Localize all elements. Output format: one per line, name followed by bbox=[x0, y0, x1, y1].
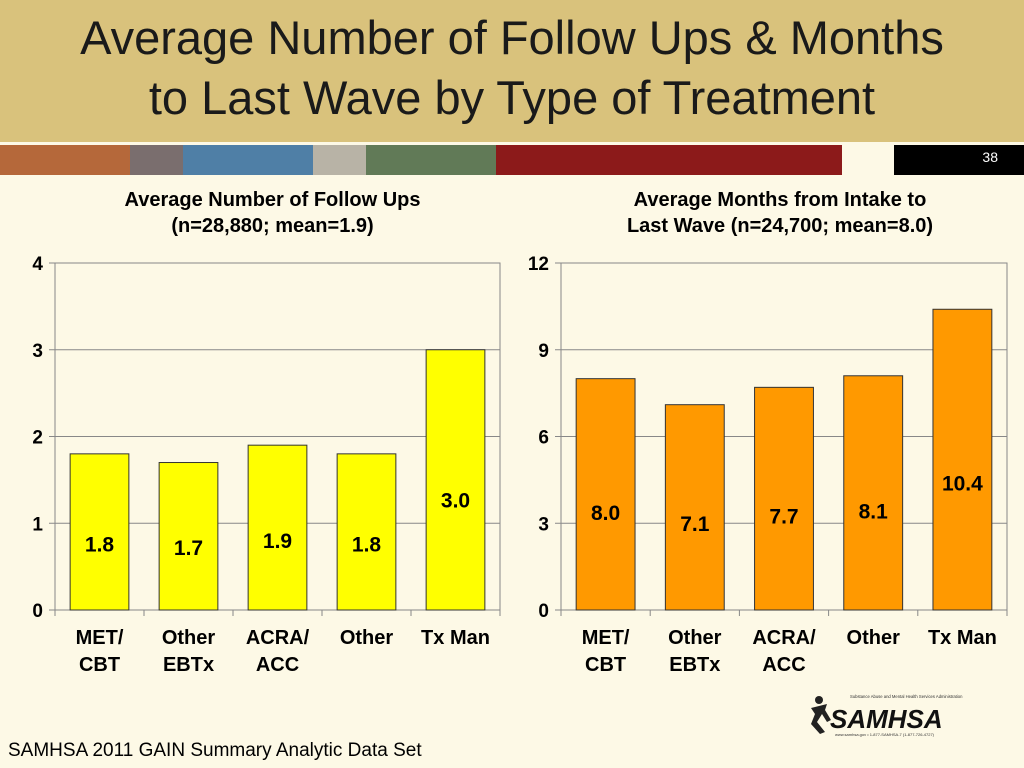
x-category-label: ACRA/ bbox=[752, 627, 816, 649]
data-label: 1.9 bbox=[263, 530, 292, 553]
slide-title-line2: to Last Wave by Type of Treatment bbox=[148, 71, 876, 124]
stripe-segment bbox=[366, 145, 496, 175]
x-category-label: EBTx bbox=[669, 654, 720, 676]
bar bbox=[425, 349, 486, 611]
y-tick-label: 12 bbox=[528, 254, 549, 275]
x-category-label: MET/ bbox=[76, 627, 124, 649]
y-tick-label: 0 bbox=[32, 601, 43, 622]
bar bbox=[754, 386, 814, 611]
bar bbox=[247, 444, 308, 611]
samhsa-logo: Substance Abuse and Mental Health Servic… bbox=[811, 694, 963, 737]
y-tick-label: 3 bbox=[32, 341, 43, 362]
x-category-label: Other bbox=[668, 627, 722, 649]
slide-title-line1: Average Number of Follow Ups & Months bbox=[80, 11, 944, 64]
stripe-segment bbox=[313, 145, 366, 175]
left-chart-title-line2: (n=28,880; mean=1.9) bbox=[171, 215, 374, 237]
logo-contact: www.samhsa.gov • 1-877-SAMHSA-7 (1-877-7… bbox=[835, 732, 935, 737]
bar bbox=[69, 453, 130, 611]
bar bbox=[575, 378, 636, 611]
x-category-label: Tx Man bbox=[421, 627, 490, 649]
left-chart-title: Average Number of Follow Ups (n=28,880; … bbox=[40, 187, 505, 239]
stripe-segment bbox=[0, 145, 130, 175]
right-chart-title: Average Months from Intake to Last Wave … bbox=[545, 187, 1015, 239]
stripe-segment bbox=[183, 145, 313, 175]
stripe-segment bbox=[894, 145, 1024, 175]
x-category-label: ACRA/ bbox=[246, 627, 310, 649]
logo-wordmark: SAMHSA bbox=[830, 704, 943, 734]
stripe-segment bbox=[130, 145, 183, 175]
x-category-label: ACC bbox=[256, 654, 299, 676]
y-tick-label: 4 bbox=[32, 254, 43, 275]
data-label: 1.7 bbox=[174, 537, 203, 560]
right-chart-title-line2: Last Wave (n=24,700; mean=8.0) bbox=[626, 215, 934, 237]
data-label: 10.4 bbox=[942, 473, 983, 496]
data-label: 3.0 bbox=[441, 490, 470, 513]
data-label: 1.8 bbox=[85, 533, 115, 556]
logo-figure-icon bbox=[811, 696, 831, 734]
slide-number: 38 bbox=[982, 149, 998, 165]
y-tick-label: 2 bbox=[32, 428, 43, 449]
title-bar bbox=[0, 0, 1024, 142]
x-category-label: EBTx bbox=[163, 654, 214, 676]
bar bbox=[664, 404, 725, 611]
logo-tagline: Substance Abuse and Mental Health Servic… bbox=[850, 694, 963, 699]
right-chart-title-line1: Average Months from Intake to bbox=[633, 189, 927, 211]
x-category-label: Other bbox=[162, 627, 216, 649]
footer-source: SAMHSA 2011 GAIN Summary Analytic Data S… bbox=[8, 740, 422, 761]
data-label: 8.1 bbox=[859, 501, 889, 524]
data-label: 8.0 bbox=[591, 502, 620, 525]
data-label: 7.7 bbox=[769, 505, 798, 528]
x-category-label: MET/ bbox=[582, 627, 630, 649]
left-bar-chart: 0 1 2 3 4 1.8 MET/CBT 1.7 Other EBTx 1.9 ACRA/ACC 1.… bbox=[32, 254, 501, 676]
stripe-segment bbox=[496, 145, 842, 175]
data-label: 1.8 bbox=[352, 533, 382, 556]
stripe-segment bbox=[842, 145, 894, 175]
y-tick-label: 1 bbox=[32, 514, 43, 535]
right-bar-chart: 0 3 6 9 12 8.0 MET/CBT 7.1 Other EBTx 7.7 ACRA/ACC 8… bbox=[528, 254, 1008, 676]
x-category-label: CBT bbox=[585, 654, 626, 676]
y-tick-label: 6 bbox=[538, 428, 549, 449]
y-tick-label: 0 bbox=[538, 601, 549, 622]
x-category-label: ACC bbox=[762, 654, 805, 676]
x-category-label: CBT bbox=[79, 654, 120, 676]
bar bbox=[336, 453, 397, 611]
left-chart-title-line1: Average Number of Follow Ups bbox=[124, 189, 421, 211]
bar bbox=[158, 462, 219, 611]
bar bbox=[932, 308, 993, 611]
y-tick-label: 9 bbox=[538, 341, 549, 362]
x-category-label: Other bbox=[847, 627, 901, 649]
data-label: 7.1 bbox=[680, 513, 710, 536]
y-tick-label: 3 bbox=[538, 514, 549, 535]
slide-title: Average Number of Follow Ups & Months to… bbox=[0, 8, 1024, 128]
x-category-label: Other bbox=[340, 627, 394, 649]
color-stripe bbox=[0, 145, 1024, 175]
x-category-label: Tx Man bbox=[928, 627, 997, 649]
bar bbox=[843, 375, 904, 611]
